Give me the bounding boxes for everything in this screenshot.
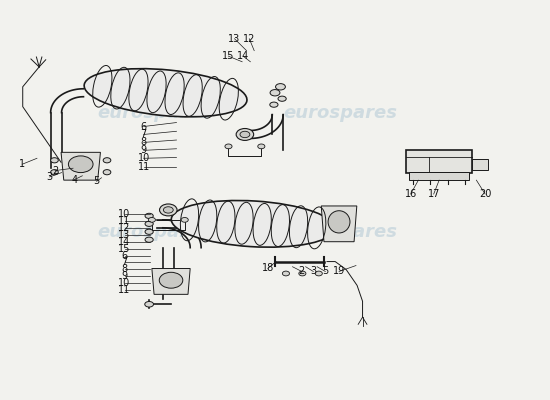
Text: 12: 12 [243, 34, 255, 44]
Text: 2: 2 [52, 166, 58, 176]
Text: eurospares: eurospares [284, 223, 398, 241]
Ellipse shape [282, 271, 289, 276]
Ellipse shape [51, 170, 58, 175]
Text: eurospares: eurospares [97, 223, 212, 241]
Text: 1: 1 [19, 159, 25, 169]
Text: 11: 11 [118, 285, 131, 295]
Text: 18: 18 [262, 263, 274, 273]
Ellipse shape [225, 144, 232, 149]
Ellipse shape [145, 237, 153, 242]
Text: 7: 7 [122, 257, 128, 267]
FancyBboxPatch shape [472, 159, 488, 170]
Ellipse shape [145, 221, 153, 226]
Ellipse shape [315, 271, 322, 276]
Ellipse shape [270, 102, 278, 107]
Text: 11: 11 [138, 162, 150, 172]
Text: 8: 8 [122, 264, 128, 274]
Text: 19: 19 [333, 266, 345, 276]
Text: eurospares: eurospares [284, 104, 398, 122]
Text: 7: 7 [141, 130, 147, 140]
Ellipse shape [276, 84, 285, 90]
Ellipse shape [299, 271, 306, 276]
Text: 14: 14 [118, 237, 131, 247]
Ellipse shape [160, 204, 177, 216]
Ellipse shape [68, 156, 93, 172]
Polygon shape [61, 152, 101, 180]
Text: 6: 6 [141, 122, 147, 132]
Ellipse shape [163, 207, 173, 213]
Text: 5: 5 [322, 266, 328, 276]
Text: 16: 16 [405, 189, 417, 199]
Text: 13: 13 [228, 34, 241, 44]
Text: 3: 3 [310, 266, 316, 276]
Ellipse shape [328, 211, 350, 233]
Ellipse shape [103, 170, 111, 175]
Ellipse shape [145, 213, 153, 218]
Text: 10: 10 [118, 209, 131, 219]
Ellipse shape [84, 69, 247, 117]
Text: eurospares: eurospares [97, 104, 212, 122]
Text: 13: 13 [118, 230, 131, 240]
Ellipse shape [258, 144, 265, 149]
Ellipse shape [181, 218, 188, 222]
Ellipse shape [103, 158, 111, 163]
Polygon shape [321, 206, 357, 242]
Text: 17: 17 [427, 189, 440, 199]
Text: 9: 9 [122, 271, 128, 281]
Ellipse shape [240, 131, 250, 138]
Text: 11: 11 [118, 216, 131, 226]
FancyBboxPatch shape [406, 150, 472, 173]
Text: 5: 5 [94, 176, 100, 186]
Text: 15: 15 [118, 244, 131, 254]
Ellipse shape [270, 90, 280, 96]
Text: 9: 9 [141, 145, 147, 155]
Text: 15: 15 [222, 51, 235, 61]
Ellipse shape [171, 200, 335, 247]
Ellipse shape [145, 302, 153, 307]
Ellipse shape [148, 218, 156, 222]
Text: 12: 12 [118, 223, 131, 233]
Text: 20: 20 [479, 189, 491, 199]
Ellipse shape [278, 96, 286, 101]
Text: 6: 6 [122, 251, 128, 261]
Polygon shape [152, 268, 190, 294]
FancyBboxPatch shape [409, 172, 469, 180]
Text: 10: 10 [118, 278, 131, 288]
Text: 10: 10 [138, 153, 150, 163]
Ellipse shape [160, 272, 183, 288]
Text: 4: 4 [71, 175, 77, 185]
Text: 14: 14 [237, 51, 249, 61]
Text: 8: 8 [141, 138, 147, 148]
Text: 2: 2 [299, 266, 305, 276]
Text: 3: 3 [47, 172, 53, 182]
Ellipse shape [145, 229, 153, 234]
Ellipse shape [236, 128, 254, 140]
Ellipse shape [51, 158, 58, 163]
